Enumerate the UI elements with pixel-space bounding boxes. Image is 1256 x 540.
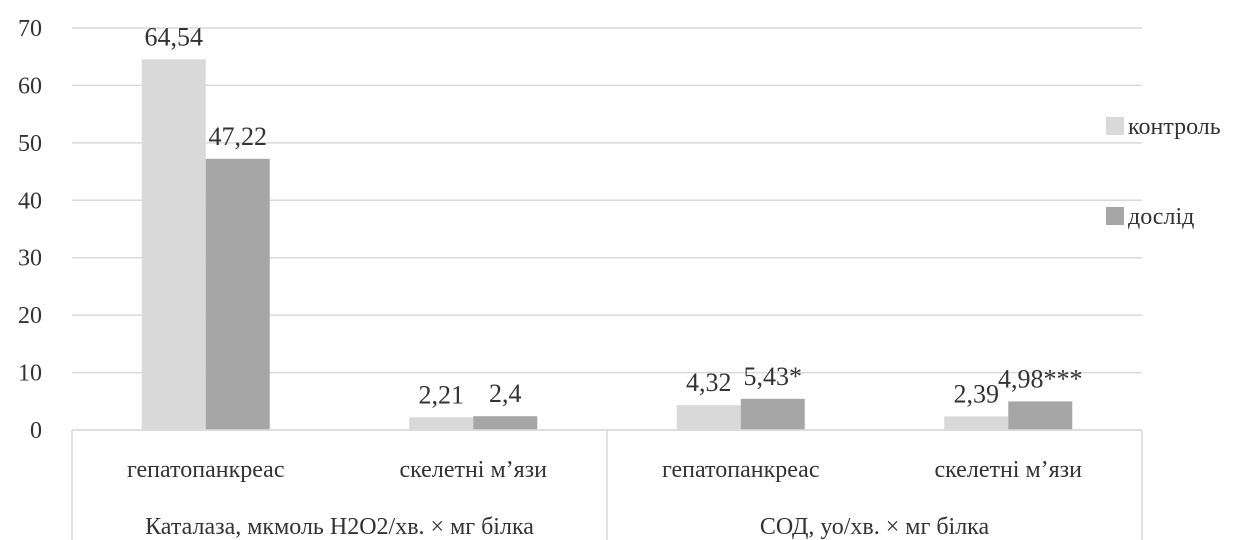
bars — [141, 59, 1073, 431]
y-tick-label: 40 — [18, 188, 42, 214]
x-category-label: гепатопанкреас — [127, 457, 284, 483]
bar-control — [944, 416, 1009, 430]
y-tick-label: 50 — [18, 131, 42, 157]
bar-experiment — [740, 398, 805, 430]
bar-control — [409, 417, 474, 430]
x-group-label: СОД, уо/хв. × мг білка — [760, 514, 990, 540]
data-label: 5,43* — [744, 362, 803, 391]
y-tick-label: 10 — [18, 361, 42, 387]
data-label: 47,22 — [209, 122, 268, 151]
legend-label: контроль — [1128, 114, 1221, 140]
bar-experiment — [205, 158, 270, 431]
legend-swatch — [1106, 117, 1124, 135]
x-category-label: скелетні м’язи — [399, 457, 547, 483]
data-labels: 64,54 2,21 4,32 2,39 47,22 2,4 5,43* 4,98*** — [145, 22, 1083, 409]
legend-swatch — [1106, 207, 1124, 225]
data-label: 64,54 — [145, 22, 204, 51]
data-label: 2,39 — [954, 379, 1000, 408]
y-tick-label: 70 — [18, 16, 42, 42]
legend: контроль дослід — [1106, 114, 1221, 230]
bar-experiment — [1008, 401, 1073, 430]
data-label: 2,4 — [489, 379, 522, 408]
y-tick-label: 0 — [30, 418, 42, 444]
bar-experiment — [473, 416, 538, 430]
x-axis: гепатопанкреас скелетні м’язи гепатопанкре… — [71, 429, 1143, 540]
y-axis-ticks: 0 10 20 30 40 50 60 70 — [18, 16, 42, 444]
bar-control — [141, 59, 206, 431]
bar-control — [676, 405, 741, 430]
x-group-label: Каталаза, мкмоль Н2О2/хв. × мг білка — [145, 514, 534, 540]
legend-label: дослід — [1128, 204, 1194, 230]
y-tick-label: 20 — [18, 303, 42, 329]
x-category-label: гепатопанкреас — [662, 457, 819, 483]
data-label: 4,98*** — [998, 364, 1083, 393]
x-category-label: скелетні м’язи — [934, 457, 1082, 483]
data-label: 2,21 — [419, 380, 465, 409]
y-tick-label: 30 — [18, 246, 42, 272]
data-label: 4,32 — [686, 368, 732, 397]
y-tick-label: 60 — [18, 73, 42, 99]
